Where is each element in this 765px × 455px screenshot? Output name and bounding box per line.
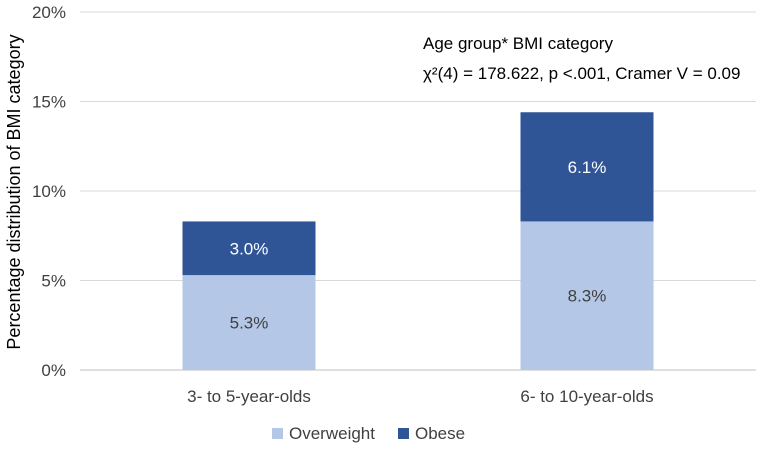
bar-overweight-2 [520, 221, 654, 370]
data-label: 6.1% [568, 158, 607, 177]
bar-obese-1 [182, 221, 316, 276]
data-label: 3.0% [230, 239, 269, 258]
bar-obese-2 [520, 112, 654, 222]
bar-overweight-1 [182, 275, 316, 370]
legend-swatch-overweight [272, 428, 283, 439]
legend-label: Overweight [289, 424, 375, 443]
x-category-label: 3- to 5-year-olds [187, 387, 311, 406]
annotation-line-1: Age group* BMI category [423, 34, 613, 53]
bars: 5.3% 3.0% 8.3% 6.1% [182, 112, 654, 370]
annotation-line-2: χ²(4) = 178.622, p <.001, Cramer V = 0.0… [423, 64, 740, 83]
y-tick-label: 20% [32, 3, 66, 22]
y-axis-label: Percentage distribution of BMI category [4, 34, 24, 349]
y-tick-label: 10% [32, 182, 66, 201]
legend-swatch-obese [397, 428, 409, 439]
y-tick-label: 5% [41, 272, 66, 291]
data-label: 5.3% [230, 314, 269, 333]
x-category-labels: 3- to 5-year-olds 6- to 10-year-olds [187, 387, 654, 406]
legend: Overweight Obese [272, 424, 465, 443]
data-label: 8.3% [568, 287, 607, 306]
y-tick-label: 0% [41, 361, 66, 380]
legend-label: Obese [415, 424, 465, 443]
y-tick-labels: 0% 5% 10% 15% 20% [32, 3, 66, 380]
y-tick-label: 15% [32, 93, 66, 112]
x-category-label: 6- to 10-year-olds [520, 387, 653, 406]
